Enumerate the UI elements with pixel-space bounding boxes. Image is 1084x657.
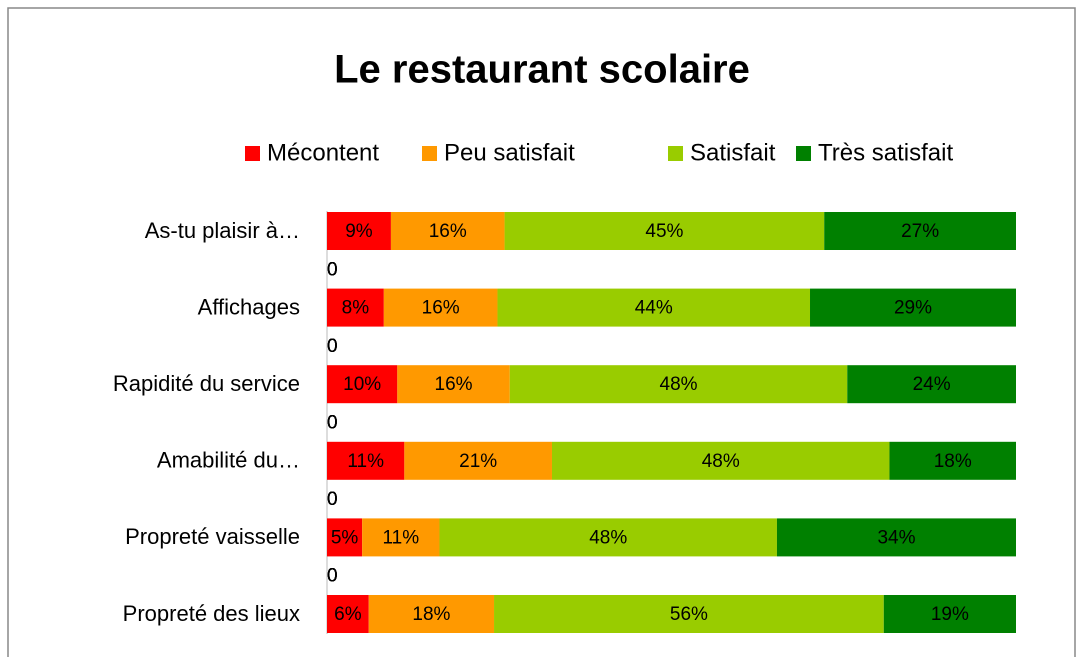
bar-segment [883,595,1016,633]
category-label: Amabilité du… [157,448,300,473]
data-label: 27% [901,221,939,242]
legend-label: Très satisfait [818,139,953,166]
data-label: 48% [589,527,627,548]
bar-segment [847,365,1016,404]
data-label: 11% [383,527,420,548]
data-label: 0 [327,336,338,357]
legend-swatch [422,146,437,161]
data-label: 0 [327,566,338,587]
data-label: 0 [327,489,338,510]
data-label: 0 [327,259,338,280]
bar-segment [439,518,777,557]
data-label: 0 [327,259,338,280]
data-label: 16% [422,298,460,319]
bar-segment [497,288,811,327]
legend-swatch [668,146,683,161]
data-label: 18% [412,604,450,625]
bar-segment [404,441,552,480]
bar-segment [327,288,384,327]
data-label: 16% [435,374,473,395]
data-label: 8% [342,298,370,319]
data-label: 21% [459,451,497,472]
data-label: 19% [931,604,969,625]
bar-segment [327,595,369,633]
category-label: Rapidité du service [113,371,300,396]
data-label: 56% [670,604,708,625]
data-label: 0 [327,336,338,357]
legend-swatch [796,146,811,161]
legend-swatch [245,146,260,161]
data-label: 0 [327,336,338,357]
data-label: 48% [702,451,740,472]
data-label: 0 [327,489,338,510]
data-label: 29% [894,298,932,319]
data-label: 0 [327,566,338,587]
category-label: Propreté des lieux [123,601,300,626]
bar-segment [362,518,440,557]
bar-segment [397,365,510,404]
data-label: 11% [347,451,384,472]
data-label: 18% [934,451,972,472]
data-label: 0 [327,259,338,280]
bar-segment [889,441,1016,480]
data-label: 6% [334,604,362,625]
bar-segment [776,518,1016,557]
data-label: 34% [877,527,915,548]
data-label: 10% [343,374,381,395]
chart-title: Le restaurant scolaire [334,48,750,92]
bar-segment [509,365,848,404]
bar-segment [368,595,495,633]
data-label: 0 [327,489,338,510]
data-label: 5% [331,527,359,548]
legend-label: Peu satisfait [444,139,575,166]
bar-segment [383,288,498,327]
bar-segment [327,365,398,404]
data-label: 0 [327,336,338,357]
bar-segment [551,441,890,480]
category-label: Affichages [198,294,300,319]
data-label: 0 [327,413,338,434]
data-label: 0 [327,413,338,434]
bar-segment [504,212,825,250]
legend-label: Mécontent [267,139,379,166]
data-label: 44% [635,298,673,319]
data-label: 0 [327,566,338,587]
data-label: 0 [327,489,338,510]
bar-segment [327,212,391,250]
bar-segment [810,288,1016,327]
bar-segment [494,595,884,633]
data-label: 9% [345,221,373,242]
data-label: 0 [327,259,338,280]
chart-frame [7,7,1076,657]
data-label: 24% [913,374,951,395]
data-label: 0 [327,566,338,587]
data-label: 0 [327,413,338,434]
data-label: 48% [660,374,698,395]
bar-segment [327,518,363,557]
data-label: 0 [327,413,338,434]
data-label: 45% [645,221,683,242]
data-label: 16% [429,221,467,242]
bar-segment [824,212,1016,250]
legend-label: Satisfait [690,139,776,166]
category-label: Propreté vaisselle [125,524,300,549]
category-label: As-tu plaisir à… [145,218,300,243]
bar-segment [327,441,405,480]
bar-segment [390,212,505,250]
